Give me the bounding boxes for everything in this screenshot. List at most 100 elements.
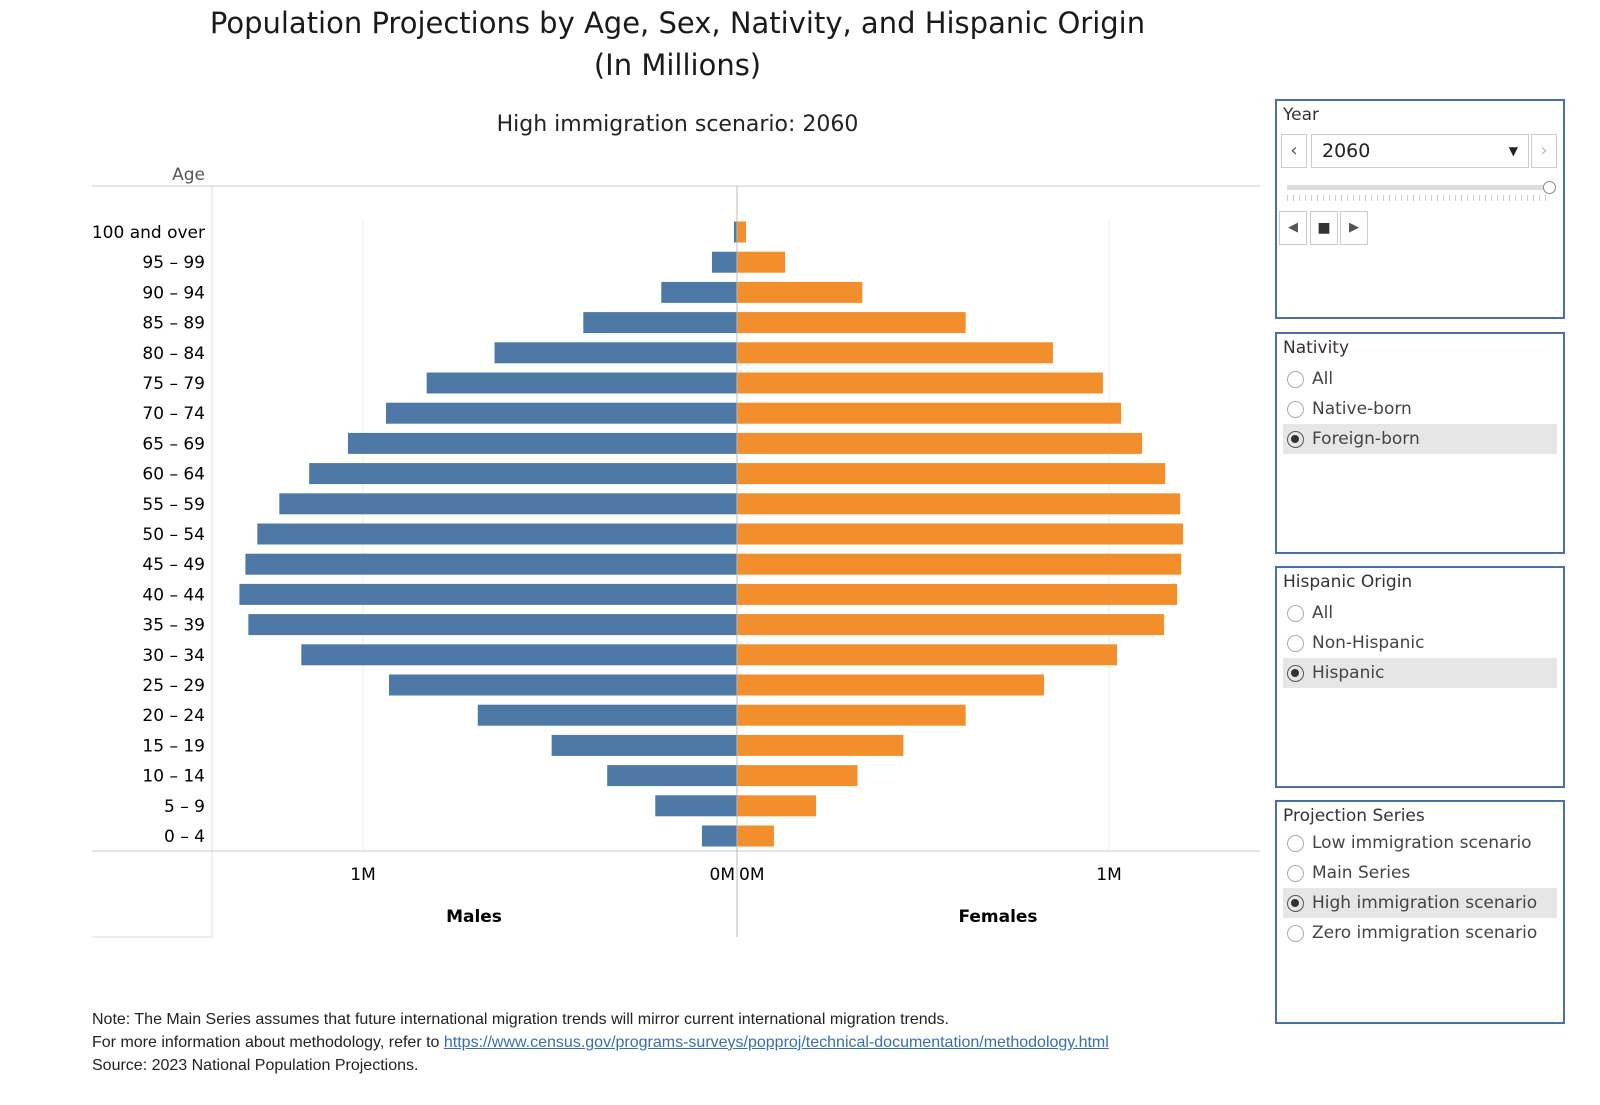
female-bar[interactable] <box>737 221 746 243</box>
age-label: 0 – 4 <box>164 827 205 847</box>
series-option-high-immigration-scenario[interactable]: High immigration scenario <box>1283 888 1557 918</box>
hispanic-origin-filter: Hispanic Origin All Non-Hispanic Hispanic <box>1275 566 1565 788</box>
option-label: Main Series <box>1312 863 1411 883</box>
radio-icon <box>1287 604 1304 622</box>
male-bar[interactable] <box>386 402 737 424</box>
radio-icon <box>1287 370 1304 388</box>
nativity-option-foreign-born[interactable]: Foreign-born <box>1283 424 1557 454</box>
age-label: 25 – 29 <box>142 676 205 696</box>
tick-females-0m: 0M <box>739 865 764 885</box>
female-bar[interactable] <box>737 644 1118 666</box>
age-label: 15 – 19 <box>142 736 205 756</box>
triangle-right-icon: ▶ <box>1349 220 1359 235</box>
option-label: Non-Hispanic <box>1312 633 1425 653</box>
females-axis-label: Females <box>958 907 1037 927</box>
male-bar[interactable] <box>583 312 737 334</box>
radio-icon <box>1287 924 1304 942</box>
series-option-low-immigration-scenario[interactable]: Low immigration scenario <box>1283 828 1557 858</box>
age-label: 65 – 69 <box>142 434 205 454</box>
nativity-option-all[interactable]: All <box>1283 364 1557 394</box>
option-label: Hispanic <box>1312 663 1385 683</box>
hispanic-option-hispanic[interactable]: Hispanic <box>1283 658 1557 688</box>
male-bar[interactable] <box>426 372 737 394</box>
radio-icon <box>1287 664 1304 682</box>
male-bar[interactable] <box>701 825 737 847</box>
dashboard-title: Population Projections by Age, Sex, Nati… <box>150 2 1205 86</box>
male-bar[interactable] <box>347 432 737 454</box>
female-bar[interactable] <box>737 432 1143 454</box>
female-bar[interactable] <box>737 312 966 334</box>
female-bar[interactable] <box>737 523 1184 545</box>
age-label: 60 – 64 <box>142 465 205 485</box>
age-label: 95 – 99 <box>142 253 205 273</box>
radio-icon <box>1287 400 1304 418</box>
male-bar[interactable] <box>712 251 737 273</box>
male-bar[interactable] <box>661 281 737 303</box>
play-backward-button[interactable]: ◀ <box>1279 211 1307 245</box>
next-year-button[interactable]: › <box>1531 134 1557 168</box>
title-line-2: (In Millions) <box>593 48 762 82</box>
female-bar[interactable] <box>737 553 1182 575</box>
age-label: 20 – 24 <box>142 706 205 726</box>
year-slider-handle[interactable] <box>1543 181 1556 194</box>
stop-button[interactable]: ■ <box>1310 211 1338 245</box>
radio-icon <box>1287 864 1304 882</box>
male-bar[interactable] <box>655 795 737 817</box>
male-bar[interactable] <box>279 493 737 515</box>
male-bar[interactable] <box>477 704 737 726</box>
male-bar[interactable] <box>309 463 737 485</box>
nativity-option-native-born[interactable]: Native-born <box>1283 394 1557 424</box>
female-bar[interactable] <box>737 795 817 817</box>
male-bar[interactable] <box>245 553 738 575</box>
female-bar[interactable] <box>737 342 1053 364</box>
tick-males-0m: 0M <box>710 865 735 885</box>
male-bar[interactable] <box>734 221 737 243</box>
prev-year-button[interactable]: ‹ <box>1281 134 1307 168</box>
age-label: 75 – 79 <box>142 374 205 394</box>
male-bar[interactable] <box>239 583 737 605</box>
male-bar[interactable] <box>494 342 737 364</box>
age-label: 100 and over <box>92 223 205 243</box>
year-dropdown[interactable]: 2060 ▼ <box>1311 134 1529 168</box>
female-bar[interactable] <box>737 704 966 726</box>
female-bar[interactable] <box>737 825 774 847</box>
male-bar[interactable] <box>607 765 737 787</box>
female-bar[interactable] <box>737 674 1044 696</box>
hispanic-option-all[interactable]: All <box>1283 598 1557 628</box>
female-bar[interactable] <box>737 765 858 787</box>
footnotes: Note: The Main Series assumes that futur… <box>92 1008 1109 1077</box>
nativity-label: Nativity <box>1283 338 1350 358</box>
male-bar[interactable] <box>248 614 737 636</box>
hispanic-option-non-hispanic[interactable]: Non-Hispanic <box>1283 628 1557 658</box>
male-bar[interactable] <box>388 674 737 696</box>
note-methodology: For more information about methodology, … <box>92 1031 1109 1054</box>
tick-females-1m: 1M <box>1096 865 1121 885</box>
age-label: 35 – 39 <box>142 616 205 636</box>
year-filter: Year ‹ 2060 ▼ › ◀ ■ ▶ <box>1275 99 1565 319</box>
methodology-prefix: For more information about methodology, … <box>92 1034 444 1051</box>
female-bar[interactable] <box>737 251 786 273</box>
female-bar[interactable] <box>737 734 904 756</box>
series-option-zero-immigration-scenario[interactable]: Zero immigration scenario <box>1283 918 1557 948</box>
female-bar[interactable] <box>737 281 863 303</box>
methodology-link[interactable]: https://www.census.gov/programs-surveys/… <box>443 1034 1109 1051</box>
female-bar[interactable] <box>737 372 1103 394</box>
female-bar[interactable] <box>737 614 1165 636</box>
hispanic-origin-label: Hispanic Origin <box>1283 572 1413 592</box>
projection-series-filter: Projection Series Low immigration scenar… <box>1275 800 1565 1024</box>
age-label: 30 – 34 <box>142 646 205 666</box>
male-bar[interactable] <box>551 734 737 756</box>
series-option-main-series[interactable]: Main Series <box>1283 858 1557 888</box>
nativity-filter: Nativity All Native-born Foreign-born <box>1275 332 1565 554</box>
year-slider-track[interactable] <box>1287 185 1549 190</box>
female-bar[interactable] <box>737 583 1178 605</box>
female-bar[interactable] <box>737 402 1122 424</box>
male-bar[interactable] <box>301 644 737 666</box>
play-forward-button[interactable]: ▶ <box>1340 211 1368 245</box>
male-bar[interactable] <box>257 523 737 545</box>
female-bar[interactable] <box>737 493 1181 515</box>
female-bar[interactable] <box>737 463 1166 485</box>
stop-icon: ■ <box>1317 220 1331 236</box>
chevron-left-icon: ‹ <box>1290 140 1298 161</box>
radio-icon <box>1287 834 1304 852</box>
